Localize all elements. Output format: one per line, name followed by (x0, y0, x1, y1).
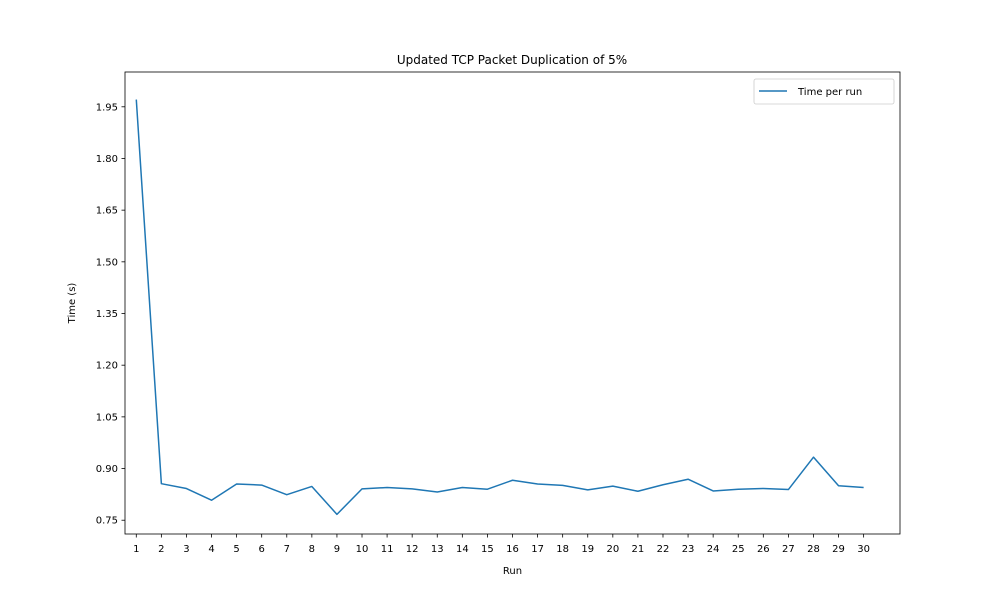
x-axis: 1 2 3 4 5 6 7 8 9 10 11 12 13 14 15 16 17 18 19 20 21 22 23 24 2… (133, 534, 870, 555)
y-axis-label: Time (s) (67, 283, 78, 325)
plot-frame (124, 71, 901, 535)
y-axis: 0.75 0.90 1.05 1.20 1.35 1.50 1.65 1.80 1.95 (96, 102, 125, 527)
y-tick-label: 1.35 (96, 309, 118, 320)
x-tick-label: 9 (334, 544, 340, 555)
x-tick-label: 14 (456, 544, 469, 555)
y-tick-label: 1.65 (96, 206, 118, 217)
x-tick-label: 22 (657, 544, 670, 555)
x-tick-label: 3 (183, 544, 189, 555)
x-tick-label: 28 (807, 544, 820, 555)
x-tick-label: 29 (832, 544, 845, 555)
x-tick-label: 11 (381, 544, 394, 555)
x-tick-label: 10 (356, 544, 369, 555)
x-tick-label: 7 (284, 544, 290, 555)
series-line-time-per-run (135, 99, 864, 516)
x-tick-label: 6 (259, 544, 265, 555)
x-tick-label: 4 (208, 544, 214, 555)
series-layer (135, 99, 864, 516)
x-tick-label: 20 (606, 544, 619, 555)
x-tick-label: 5 (233, 544, 239, 555)
x-tick-label: 19 (581, 544, 594, 555)
y-tick-label: 1.50 (96, 257, 118, 268)
y-tick-label: 1.95 (96, 102, 118, 113)
x-tick-label: 26 (757, 544, 770, 555)
y-tick-label: 1.80 (96, 154, 118, 165)
y-tick-label: 0.90 (96, 464, 118, 475)
x-tick-label: 30 (857, 544, 870, 555)
x-tick-label: 12 (406, 544, 419, 555)
x-tick-label: 27 (782, 544, 795, 555)
y-tick-label: 1.20 (96, 361, 118, 372)
legend: Time per run (753, 78, 895, 105)
legend-label: Time per run (797, 87, 862, 98)
legend-box (753, 78, 895, 105)
chart-title: Updated TCP Packet Duplication of 5% (397, 53, 627, 67)
x-tick-label: 23 (682, 544, 695, 555)
x-axis-label: Run (503, 566, 522, 577)
x-tick-label: 18 (556, 544, 569, 555)
x-tick-label: 15 (481, 544, 494, 555)
x-tick-label: 24 (707, 544, 720, 555)
x-tick-label: 8 (309, 544, 315, 555)
y-tick-label: 1.05 (96, 412, 118, 423)
x-tick-label: 25 (732, 544, 745, 555)
x-tick-label: 21 (632, 544, 645, 555)
x-tick-label: 17 (531, 544, 544, 555)
y-tick-label: 0.75 (96, 516, 118, 527)
plot-area (124, 71, 901, 535)
x-tick-label: 16 (506, 544, 519, 555)
x-tick-label: 2 (158, 544, 164, 555)
x-tick-label: 1 (133, 544, 139, 555)
x-tick-label: 13 (431, 544, 444, 555)
